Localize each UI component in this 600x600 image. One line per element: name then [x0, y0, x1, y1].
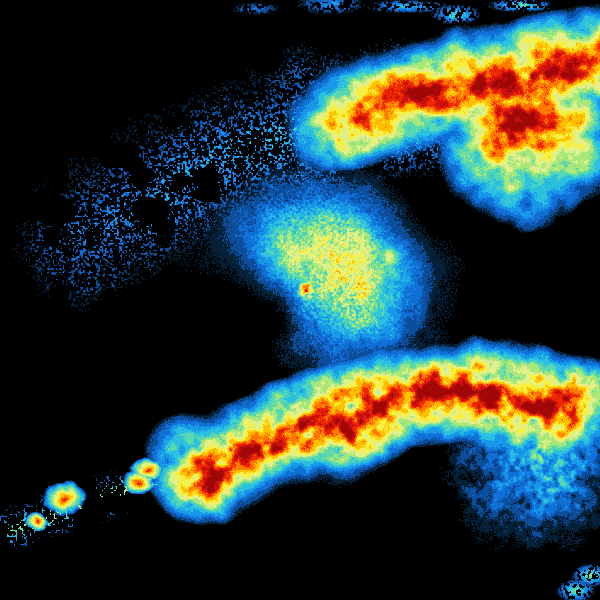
radar-reflectivity-canvas — [0, 0, 600, 600]
radar-display: Radar Base Reflectivity — [0, 0, 600, 600]
